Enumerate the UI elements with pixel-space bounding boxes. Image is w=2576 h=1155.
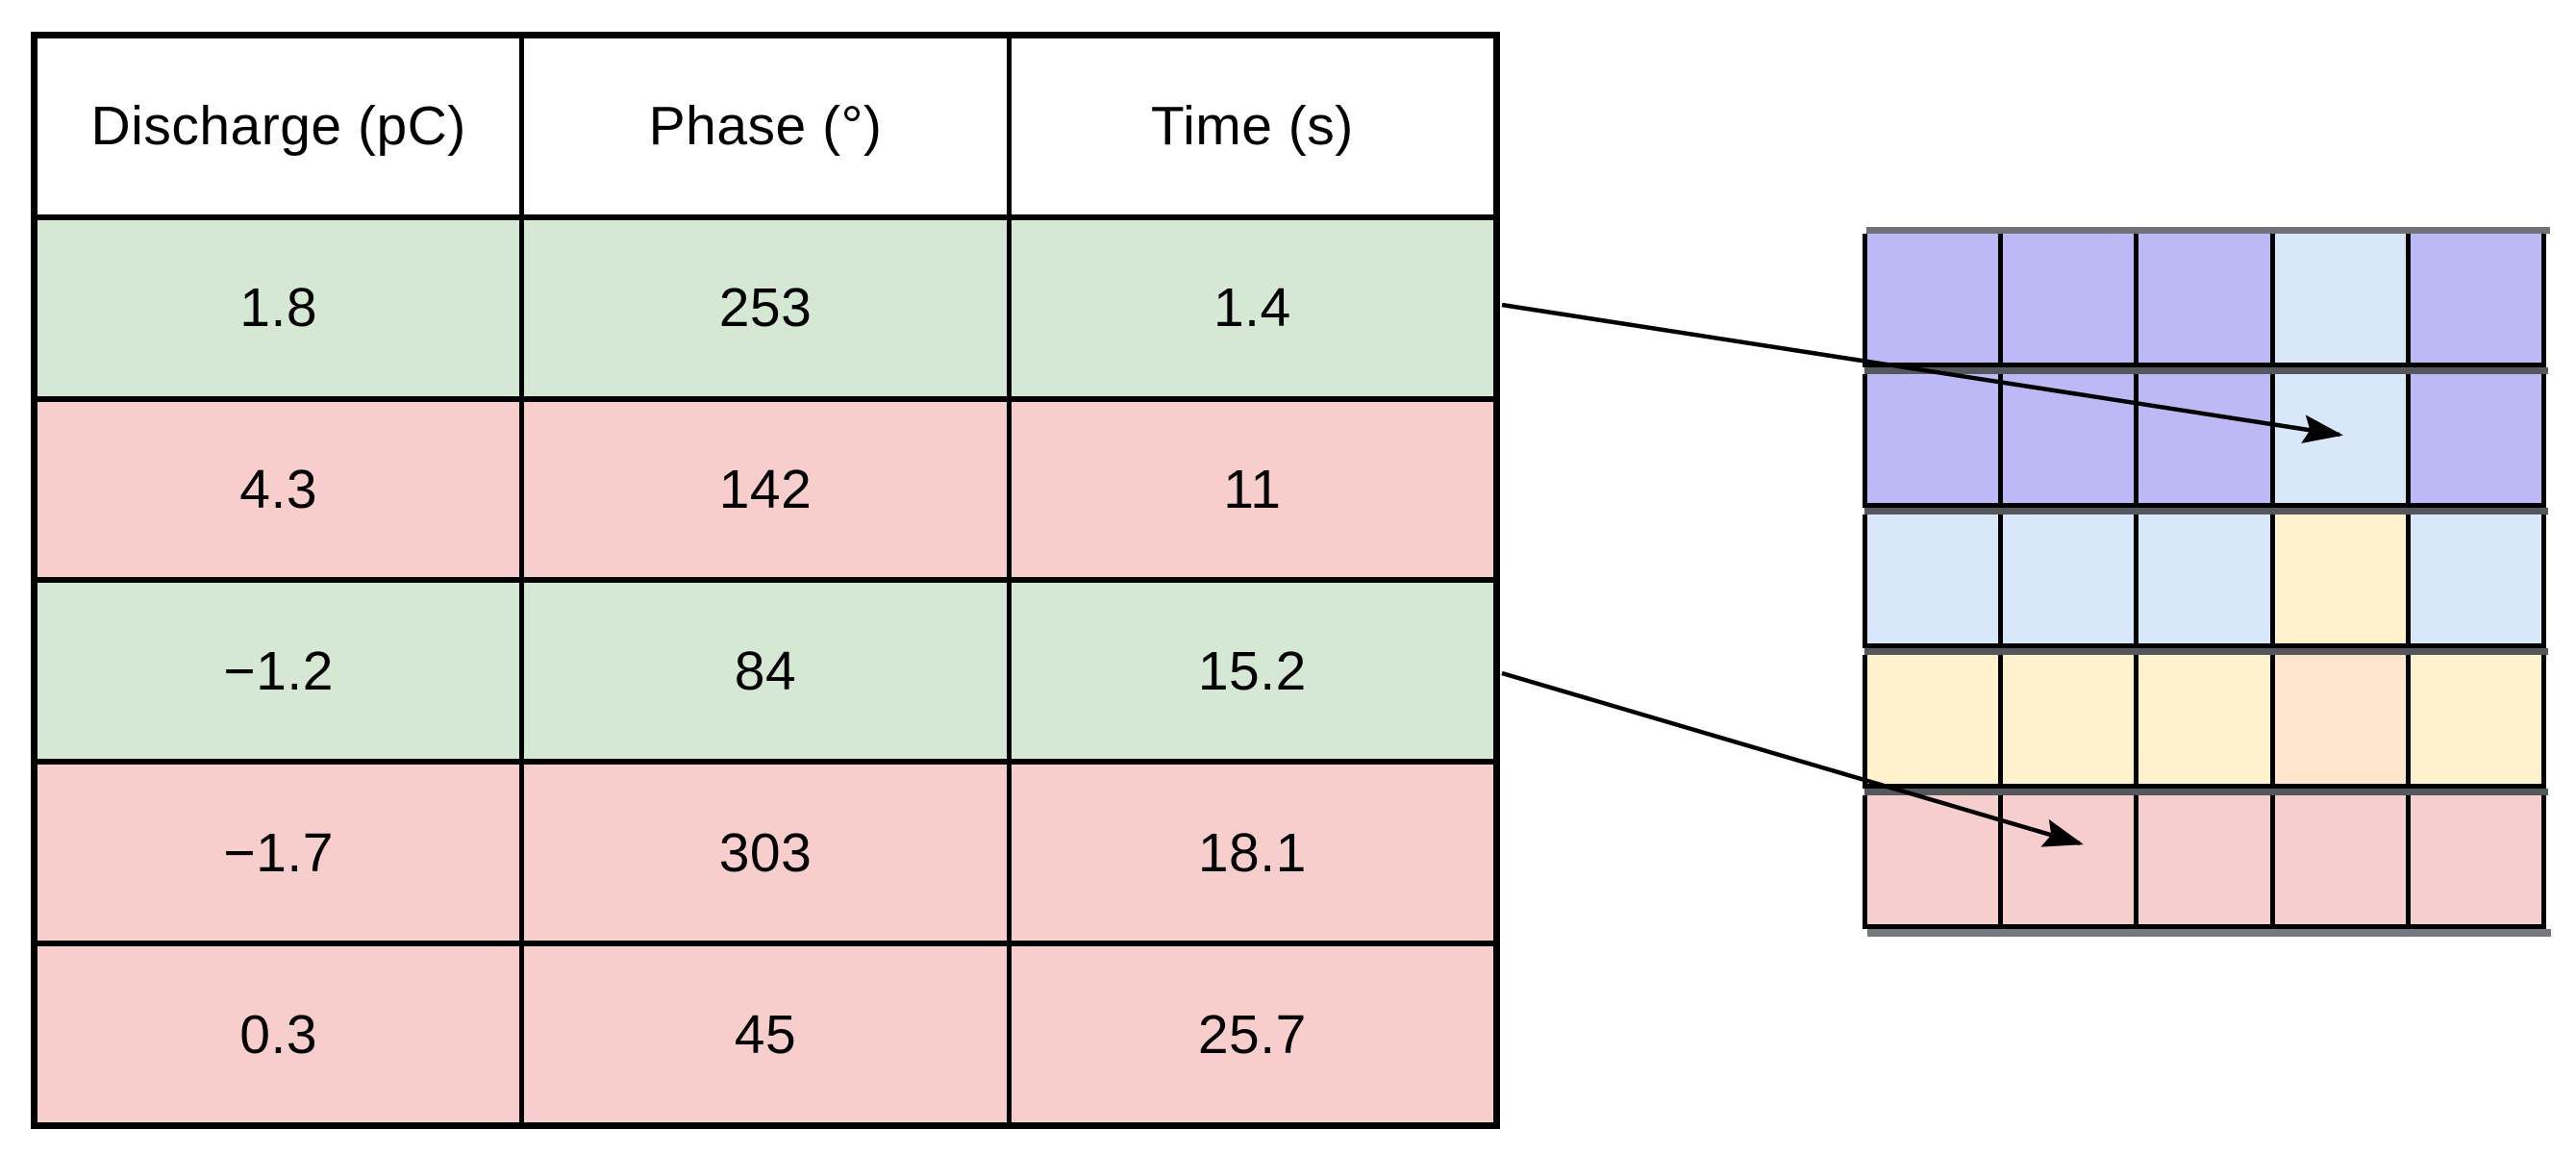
table-cell: 18.1 [1197, 821, 1307, 884]
grid-bottom-shadow [1867, 929, 2551, 937]
grid-row-shadow [1864, 648, 2548, 655]
grid-cell [2138, 655, 2275, 784]
grid-cell [2138, 515, 2275, 643]
grid-cell [2138, 795, 2275, 924]
grid-cell [2410, 795, 2547, 924]
table-cell: 253 [524, 219, 1012, 396]
grid-row-shadow [1864, 367, 2548, 374]
table-cell: 25.7 [1197, 1003, 1307, 1066]
grid-row-shadow [1864, 789, 2548, 795]
table-cell: 84 [524, 583, 1012, 760]
grid-cell [2410, 374, 2547, 503]
grid-row [1863, 234, 2547, 367]
table-header-row: Discharge (pC) Phase (°) Time (s) [38, 38, 1493, 220]
grid-cell [1863, 515, 2004, 643]
grid-cell [2003, 795, 2139, 924]
measurement-table: Discharge (pC) Phase (°) Time (s) 1.8 253 1.4… [31, 32, 1500, 1129]
table-cell: 303 [524, 765, 1012, 942]
grid-cell [2410, 234, 2547, 363]
table-cell: 142 [524, 401, 1012, 578]
table-cell: 15.2 [1197, 640, 1307, 702]
table-row: −1.2 84 15.2 [38, 583, 1493, 766]
table-cell: 45 [524, 946, 1012, 1122]
grid-cell [1863, 655, 2004, 784]
grid-cell [2274, 655, 2411, 784]
table-cell: −1.7 [38, 765, 525, 942]
table-cell: 1.8 [38, 219, 525, 396]
table-header-cell: Phase (°) [524, 38, 1012, 214]
table-header-cell: Time (s) [1150, 95, 1354, 158]
grid-cell [2274, 515, 2411, 643]
table-row: 1.8 253 1.4 [38, 219, 1493, 402]
grid-cell [1863, 234, 2004, 363]
grid-cell [1863, 795, 2004, 924]
grid-row-shadow [1864, 508, 2548, 515]
grid-cell [2138, 234, 2275, 363]
grid-row [1863, 374, 2547, 508]
grid-cell [1863, 374, 2004, 503]
table-cell: 11 [1223, 459, 1282, 521]
grid-cell [2138, 374, 2275, 503]
grid-top-shadow [1866, 227, 2550, 234]
table-header-cell: Discharge (pC) [38, 38, 525, 214]
grid-row [1863, 795, 2547, 929]
grid-cell [2274, 234, 2411, 363]
grid-cell [2003, 515, 2139, 643]
grid-cell [2003, 655, 2139, 784]
heatmap-grid [1863, 227, 2551, 937]
grid-cell [2410, 515, 2547, 643]
table-cell: 0.3 [38, 946, 525, 1122]
table-cell: 1.4 [1213, 277, 1291, 339]
grid-cell [2410, 655, 2547, 784]
table-row: 4.3 142 11 [38, 401, 1493, 584]
grid-row [1863, 655, 2547, 789]
table-cell: −1.2 [38, 583, 525, 760]
grid-cell [2003, 374, 2139, 503]
table-row: 0.3 45 25.7 [38, 946, 1493, 1122]
grid-cell [2274, 374, 2411, 503]
grid-cell [2274, 795, 2411, 924]
grid-row [1863, 515, 2547, 648]
grid-cell [2003, 234, 2139, 363]
table-cell: 4.3 [38, 401, 525, 578]
table-row: −1.7 303 18.1 [38, 765, 1493, 947]
